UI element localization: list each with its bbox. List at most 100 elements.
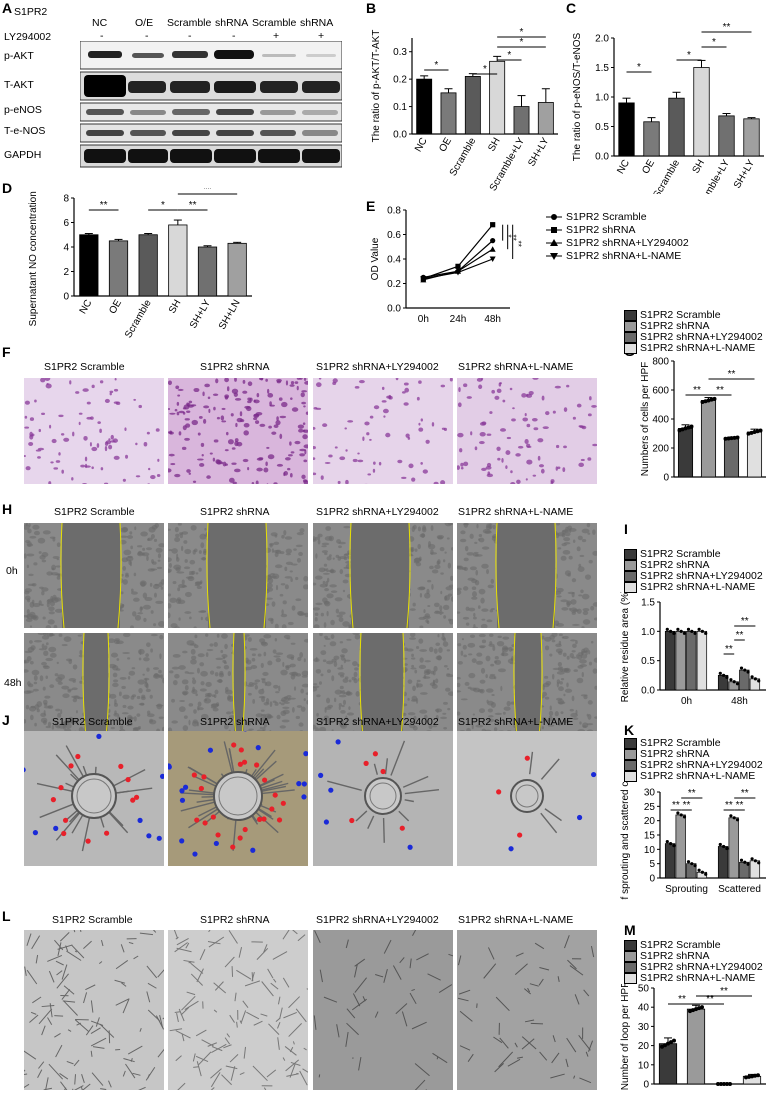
cell-texture bbox=[342, 699, 347, 705]
l-title-3: S1PR2 shRNA+LY294002 bbox=[316, 914, 439, 926]
cell-texture bbox=[592, 550, 597, 556]
tube-segment bbox=[139, 1028, 142, 1032]
cell-texture bbox=[157, 559, 161, 562]
cell-blob bbox=[265, 461, 268, 467]
cell-texture bbox=[417, 543, 421, 550]
scratch-gap bbox=[497, 523, 555, 628]
cell-texture bbox=[285, 548, 292, 554]
sprout bbox=[382, 817, 385, 843]
cell-blob bbox=[347, 420, 354, 423]
scratch-gap bbox=[515, 633, 541, 738]
tube-segment bbox=[283, 1011, 297, 1019]
cell-texture bbox=[430, 670, 435, 675]
cell-texture bbox=[62, 693, 70, 699]
cell-texture bbox=[433, 679, 436, 685]
cell-blob bbox=[176, 401, 180, 406]
cell-texture bbox=[431, 583, 434, 590]
cell-texture bbox=[197, 707, 204, 711]
tube-segment bbox=[374, 1011, 379, 1018]
cell-texture bbox=[296, 705, 303, 708]
cell-blob bbox=[201, 454, 204, 457]
cell-blob bbox=[537, 438, 544, 443]
tube-segment bbox=[83, 992, 88, 1004]
tube-segment bbox=[552, 1035, 556, 1043]
cell-blob bbox=[226, 386, 230, 392]
chart-e-y-label: OD Value bbox=[370, 237, 381, 280]
cell-texture bbox=[168, 603, 172, 609]
tube-segment bbox=[297, 934, 306, 942]
cell-texture bbox=[267, 577, 274, 584]
tube-segment bbox=[122, 998, 130, 1014]
cell-texture bbox=[26, 553, 35, 557]
cell-texture bbox=[494, 656, 499, 660]
cell-texture bbox=[119, 535, 128, 538]
cell-texture bbox=[463, 557, 469, 562]
chart-i-bar bbox=[664, 630, 676, 691]
cell-texture bbox=[263, 651, 267, 657]
cell-texture bbox=[488, 675, 496, 680]
cell-blob bbox=[86, 401, 91, 405]
tube-segment bbox=[35, 954, 39, 964]
cell-texture bbox=[488, 715, 494, 718]
cell-blob bbox=[290, 381, 295, 385]
tube-segment bbox=[47, 954, 63, 962]
cell-texture bbox=[433, 648, 438, 654]
cell-texture bbox=[183, 715, 188, 719]
chart-b-bar bbox=[537, 102, 554, 135]
cell-texture bbox=[438, 647, 443, 654]
sprouting-marker bbox=[399, 825, 405, 831]
cell-texture bbox=[559, 681, 563, 685]
cell-texture bbox=[316, 694, 321, 698]
cell-texture bbox=[447, 523, 453, 526]
cell-texture bbox=[435, 642, 441, 647]
tube-segment bbox=[573, 1075, 576, 1079]
tube-segment bbox=[253, 1020, 263, 1026]
cell-texture bbox=[116, 658, 120, 661]
sprouting-marker bbox=[241, 759, 248, 765]
cell-texture bbox=[296, 557, 302, 563]
cell-texture bbox=[168, 549, 173, 552]
cell-texture bbox=[564, 688, 573, 693]
cell-texture bbox=[502, 645, 508, 651]
sprouting-marker bbox=[133, 794, 140, 800]
cell-blob bbox=[550, 480, 554, 484]
cell-texture bbox=[412, 685, 416, 692]
cell-texture bbox=[216, 666, 221, 669]
cell-texture bbox=[318, 681, 323, 685]
chart-g-data-point bbox=[700, 399, 705, 404]
cell-texture bbox=[216, 679, 223, 683]
cell-texture bbox=[145, 547, 153, 551]
cell-texture bbox=[480, 623, 488, 628]
tube-segment bbox=[550, 1073, 565, 1079]
cell-texture bbox=[113, 679, 119, 683]
tube-segment bbox=[177, 1082, 186, 1090]
cell-texture bbox=[353, 719, 357, 724]
cell-blob bbox=[305, 411, 308, 415]
cell-texture bbox=[149, 719, 157, 725]
cell-texture bbox=[579, 664, 588, 667]
chart-i-data-point bbox=[679, 629, 683, 633]
cell-texture bbox=[298, 551, 303, 557]
cell-texture bbox=[285, 665, 290, 671]
cell-blob bbox=[279, 433, 283, 439]
cell-blob bbox=[283, 471, 288, 476]
cell-texture bbox=[342, 678, 349, 683]
tube-segment bbox=[90, 1027, 101, 1035]
tube-segment bbox=[515, 952, 524, 957]
cell-texture bbox=[150, 610, 154, 614]
chart-k-data-point bbox=[672, 844, 676, 848]
cell-texture bbox=[313, 724, 317, 730]
tube-segment bbox=[252, 1065, 268, 1082]
cell-texture bbox=[289, 570, 293, 573]
tube-segment bbox=[90, 1050, 93, 1057]
cell-texture bbox=[67, 689, 72, 693]
cell-blob bbox=[397, 459, 403, 464]
cell-blob bbox=[511, 418, 516, 422]
cell-texture bbox=[588, 661, 593, 666]
cell-blob bbox=[138, 404, 142, 409]
cell-blob bbox=[580, 458, 585, 462]
tube-segment bbox=[225, 1065, 238, 1070]
cell-texture bbox=[172, 679, 178, 686]
cell-texture bbox=[222, 656, 226, 660]
